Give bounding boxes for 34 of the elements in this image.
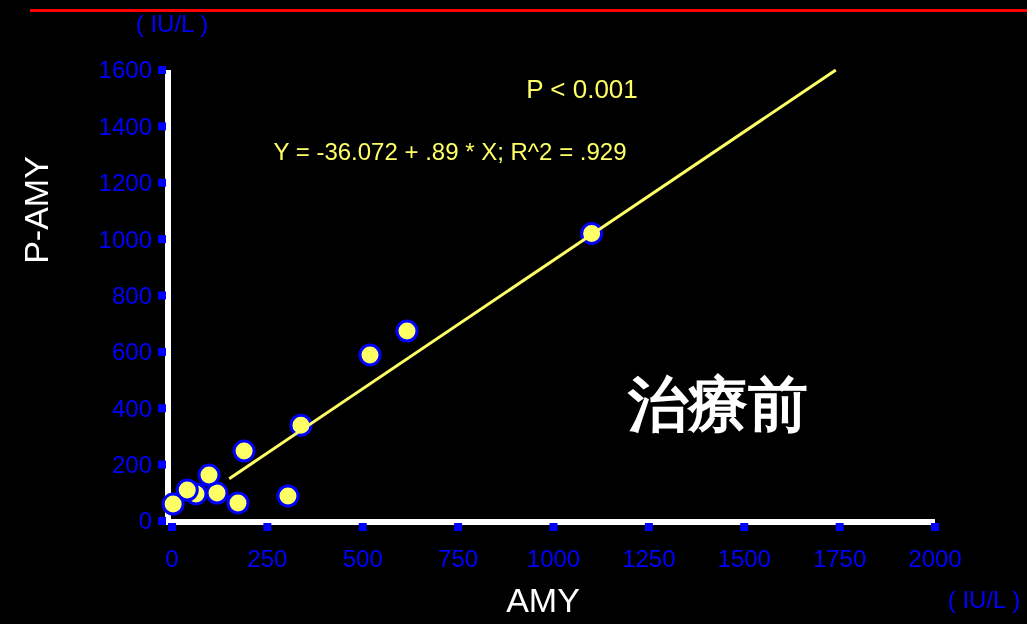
y-tick-label: 1200 xyxy=(98,169,152,197)
x-tick-label: 0 xyxy=(165,545,179,572)
point xyxy=(226,491,250,515)
point xyxy=(395,319,419,343)
point xyxy=(358,343,382,367)
y-axis-title: P-AMY xyxy=(17,156,55,264)
point xyxy=(276,484,300,508)
point xyxy=(175,478,199,502)
annotation: P < 0.001 xyxy=(526,74,638,104)
x-tick-label: 250 xyxy=(247,545,288,572)
x-tick-label: 1250 xyxy=(622,545,676,572)
x-tick-label: 500 xyxy=(342,545,383,572)
y-tick-label: 200 xyxy=(111,451,152,479)
y-tick-label: 1400 xyxy=(98,112,152,140)
y-tick-label: 1600 xyxy=(98,56,152,84)
annotation: Y = -36.072 + .89 * X; R^2 = .929 xyxy=(273,138,627,165)
point xyxy=(232,439,256,463)
y-tick-label: 800 xyxy=(111,281,152,309)
x-tick-label: 1750 xyxy=(812,545,867,572)
x-tick-label: 1500 xyxy=(717,545,771,572)
x-tick-label: 1000 xyxy=(526,545,581,572)
x-axis-title: AMY xyxy=(506,581,580,619)
y-tick-label: 400 xyxy=(111,394,152,422)
text: ( IU/L ) xyxy=(135,10,209,37)
point xyxy=(161,492,185,516)
x-tick-label: 2000 xyxy=(908,545,962,572)
point xyxy=(205,481,229,505)
y-tick-label: 600 xyxy=(111,338,152,366)
annotation: 治療前 xyxy=(627,369,808,439)
x-tick-label: 750 xyxy=(438,545,479,572)
y-tick-label: 1000 xyxy=(98,225,152,253)
text: ( IU/L ) xyxy=(947,586,1021,613)
y-tick-label: 0 xyxy=(138,507,152,535)
point xyxy=(197,463,221,487)
